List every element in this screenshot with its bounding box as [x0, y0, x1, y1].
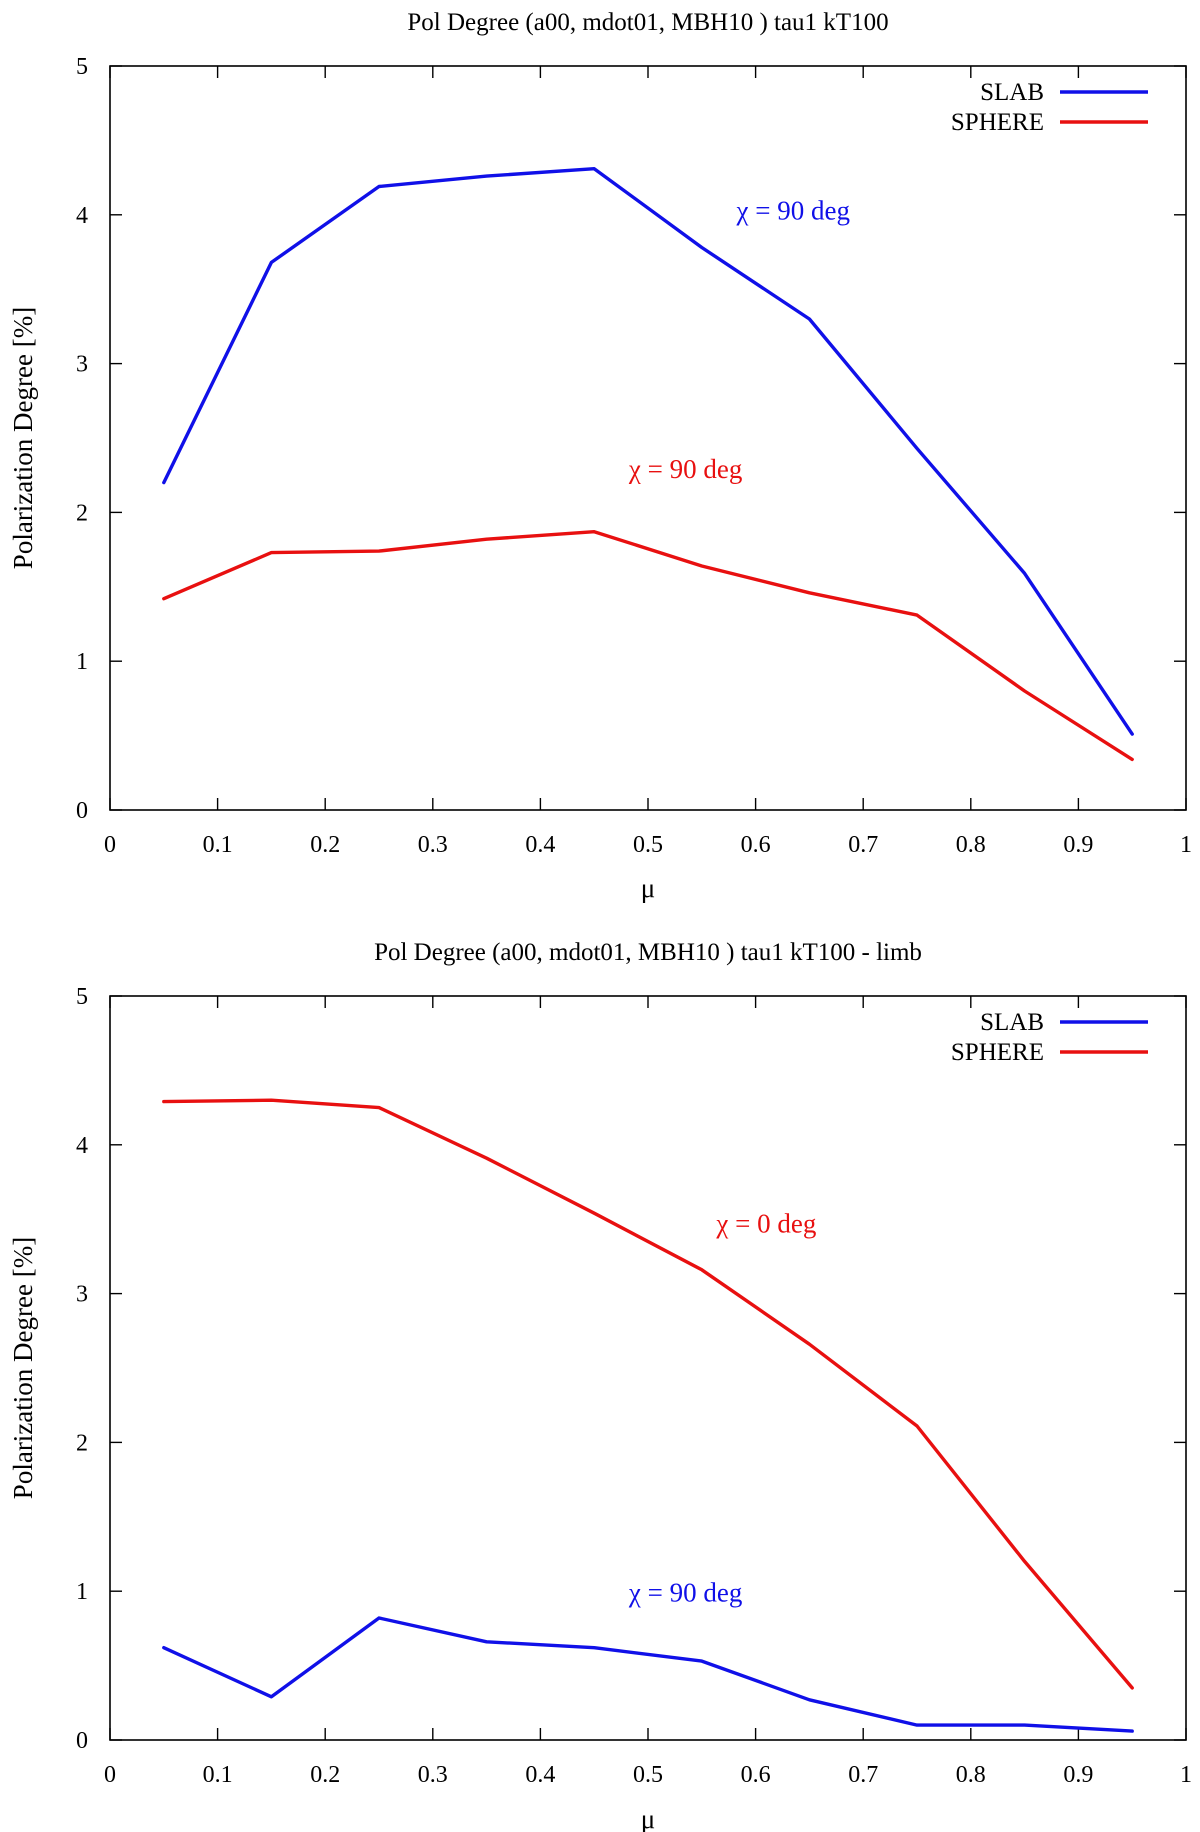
x-tick-label: 0.1 — [203, 1762, 233, 1788]
x-tick-label: 0.5 — [633, 832, 663, 858]
x-tick-label: 0.3 — [418, 832, 448, 858]
y-tick-label: 2 — [76, 1430, 88, 1456]
x-tick-label: 0.4 — [525, 832, 555, 858]
chart-title: Pol Degree (a00, mdot01, MBH10 ) tau1 kT… — [374, 939, 922, 966]
x-tick-label: 0.5 — [633, 1762, 663, 1788]
x-tick-label: 1 — [1180, 1762, 1192, 1788]
plot-frame — [109, 65, 1187, 811]
x-axis-label: μ — [641, 873, 655, 903]
chart-title: Pol Degree (a00, mdot01, MBH10 ) tau1 kT… — [407, 9, 888, 36]
chi-annotation: χ = 0 deg — [715, 1209, 816, 1239]
plot-frame — [109, 995, 1187, 1741]
x-tick-label: 0 — [104, 832, 116, 858]
x-tick-label: 0.7 — [848, 832, 878, 858]
y-tick-label: 4 — [76, 203, 88, 229]
chart-2: Pol Degree (a00, mdot01, MBH10 ) tau1 kT… — [8, 939, 1192, 1832]
chi-annotation: χ = 90 deg — [628, 1578, 742, 1608]
y-tick-label: 1 — [76, 649, 88, 675]
chart-1: Pol Degree (a00, mdot01, MBH10 ) tau1 kT… — [8, 9, 1192, 903]
y-axis-label: Polarization Degree [%] — [8, 307, 38, 569]
legend-label-sphere: SPHERE — [951, 109, 1044, 136]
y-axis-label: Polarization Degree [%] — [8, 1237, 38, 1499]
y-tick-label: 4 — [76, 1133, 88, 1159]
x-axis-label: μ — [641, 1804, 655, 1832]
series-line-slab — [162, 166, 1134, 736]
y-tick-label: 5 — [76, 984, 88, 1010]
x-tick-label: 0.3 — [418, 1762, 448, 1788]
x-tick-label: 0.7 — [848, 1762, 878, 1788]
y-tick-label: 0 — [76, 798, 88, 824]
y-tick-label: 0 — [76, 1728, 88, 1754]
y-tick-label: 2 — [76, 500, 88, 526]
y-tick-label: 3 — [76, 352, 88, 378]
x-tick-label: 0.1 — [203, 832, 233, 858]
chi-annotation: χ = 90 deg — [736, 195, 850, 225]
x-tick-label: 0 — [104, 1762, 116, 1788]
legend-label-slab: SLAB — [980, 1009, 1044, 1036]
x-tick-label: 0.4 — [525, 1762, 555, 1788]
x-tick-label: 0.8 — [956, 1762, 986, 1788]
y-tick-label: 3 — [76, 1282, 88, 1308]
x-tick-label: 0.8 — [956, 832, 986, 858]
legend-label-slab: SLAB — [980, 79, 1044, 106]
series-line-sphere — [162, 530, 1134, 762]
series-line-slab — [162, 1616, 1134, 1733]
series-line-sphere — [162, 1098, 1134, 1690]
x-tick-label: 0.9 — [1063, 832, 1093, 858]
x-tick-label: 0.6 — [741, 832, 771, 858]
x-tick-label: 0.6 — [741, 1762, 771, 1788]
y-tick-label: 5 — [76, 54, 88, 80]
x-tick-label: 0.9 — [1063, 1762, 1093, 1788]
x-tick-label: 1 — [1180, 832, 1192, 858]
legend-label-sphere: SPHERE — [951, 1039, 1044, 1066]
x-tick-label: 0.2 — [310, 832, 340, 858]
x-tick-label: 0.2 — [310, 1762, 340, 1788]
y-tick-label: 1 — [76, 1579, 88, 1605]
chi-annotation: χ = 90 deg — [628, 454, 742, 484]
